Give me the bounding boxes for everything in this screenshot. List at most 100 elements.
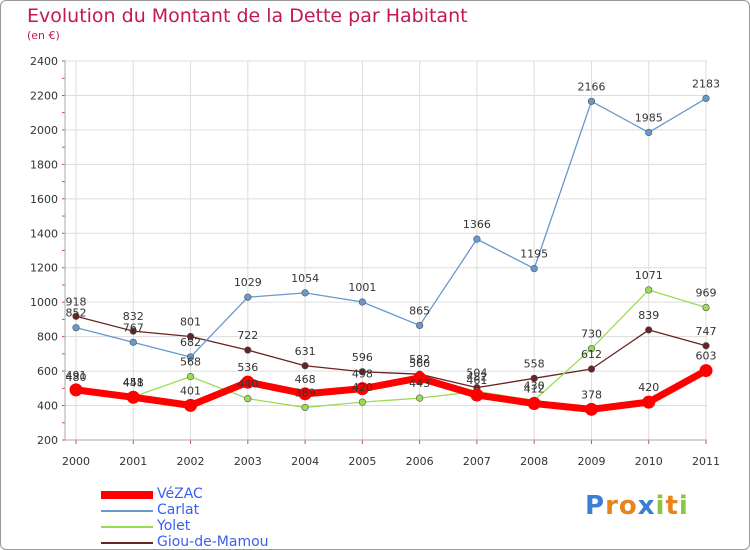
legend-swatch (101, 526, 153, 528)
x-tick-label: 2003 (234, 455, 262, 468)
data-label: 730 (581, 328, 602, 341)
y-tick-label: 200 (37, 434, 58, 447)
data-point (699, 364, 713, 378)
series-line-3 (75, 315, 707, 389)
x-tick-label: 2008 (520, 455, 548, 468)
data-point (642, 395, 656, 409)
data-point (584, 402, 598, 416)
y-tick-label: 1800 (30, 158, 58, 171)
data-label: 682 (180, 336, 201, 349)
x-tick-label: 2001 (119, 455, 147, 468)
legend-label: VéZAC (157, 486, 203, 502)
data-point (702, 303, 710, 312)
y-tick-label: 1600 (30, 193, 58, 206)
data-point (301, 403, 309, 412)
data-label: 480 (66, 371, 87, 384)
data-point (473, 235, 481, 243)
data-label: 1985 (635, 111, 663, 124)
data-label: 596 (352, 351, 373, 364)
data-point (413, 371, 427, 385)
data-point (186, 373, 195, 381)
data-label: 747 (696, 325, 717, 338)
data-point (358, 368, 366, 376)
data-label: 451 (123, 376, 144, 389)
data-label: 612 (581, 348, 602, 361)
data-point (358, 298, 366, 306)
data-label: 412 (524, 382, 545, 395)
data-point (186, 332, 195, 341)
data-label: 832 (123, 310, 144, 323)
data-point (645, 326, 653, 334)
y-tick-label: 800 (37, 331, 58, 344)
logo-letter: i (678, 491, 689, 521)
data-label: 722 (237, 329, 258, 342)
data-label: 440 (237, 378, 258, 391)
data-point (587, 97, 596, 105)
data-label: 430 (524, 379, 545, 392)
data-label: 2166 (577, 80, 605, 93)
data-label: 491 (66, 369, 87, 382)
series-line-0 (72, 367, 710, 413)
y-tick-label: 600 (37, 365, 58, 378)
y-tick-label: 2400 (30, 55, 58, 68)
data-label: 2183 (692, 77, 720, 90)
logo-letter: t (665, 491, 679, 521)
data-label: 631 (295, 345, 316, 358)
data-label: 969 (696, 287, 717, 300)
legend-swatch (101, 491, 153, 499)
data-label: 448 (123, 376, 144, 389)
x-tick-label: 2006 (406, 455, 434, 468)
data-label: 1195 (520, 248, 548, 261)
data-point (702, 94, 710, 102)
data-point (470, 388, 484, 402)
data-point (129, 327, 137, 335)
series-line-2 (75, 289, 707, 409)
data-point (530, 374, 538, 382)
data-point (587, 365, 596, 373)
y-tick-label: 1000 (30, 296, 58, 309)
x-tick-label: 2002 (177, 455, 205, 468)
data-point (241, 375, 255, 389)
data-label: 918 (66, 295, 87, 308)
data-point (416, 321, 424, 330)
data-label: 1054 (291, 272, 319, 285)
data-label: 767 (123, 321, 144, 334)
data-point (244, 346, 252, 354)
legend-swatch (101, 542, 153, 544)
data-label: 801 (180, 315, 201, 328)
chart-subtitle: (en €) (27, 29, 60, 42)
data-point (527, 396, 541, 410)
data-label: 420 (352, 381, 373, 394)
data-label: 401 (180, 384, 201, 397)
data-label: 378 (581, 388, 602, 401)
y-tick-label: 400 (37, 400, 58, 413)
data-point (645, 128, 653, 137)
data-point (244, 395, 252, 403)
data-point (702, 342, 710, 350)
data-point (186, 353, 195, 361)
x-tick-label: 2007 (463, 455, 491, 468)
data-label: 443 (409, 377, 430, 390)
data-point (645, 286, 653, 294)
data-label: 536 (237, 361, 258, 374)
data-label: 1071 (635, 269, 663, 282)
data-point (355, 382, 369, 396)
x-tick-label: 2009 (577, 455, 605, 468)
legend-label: Yolet (157, 518, 191, 534)
y-tick-label: 1400 (30, 227, 58, 240)
data-label: 560 (409, 357, 430, 370)
legend-label: Carlat (157, 502, 200, 518)
logo-letter: o (618, 491, 638, 521)
data-point (184, 398, 198, 412)
data-label: 389 (295, 386, 316, 399)
data-label: 504 (466, 367, 487, 380)
x-tick-label: 2005 (348, 455, 376, 468)
data-label: 839 (638, 309, 659, 322)
data-point (358, 398, 366, 406)
data-point (587, 345, 596, 353)
data-point (301, 289, 309, 297)
data-label: 1029 (234, 276, 262, 289)
x-tick-label: 2000 (62, 455, 90, 468)
